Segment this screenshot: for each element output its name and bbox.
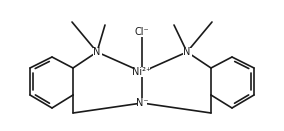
Text: N: N	[93, 47, 101, 57]
FancyBboxPatch shape	[183, 48, 191, 56]
FancyBboxPatch shape	[137, 98, 147, 108]
Text: Ni²⁺: Ni²⁺	[132, 67, 152, 77]
Text: N: N	[183, 47, 191, 57]
FancyBboxPatch shape	[135, 27, 149, 37]
Text: N⁻: N⁻	[136, 98, 148, 108]
FancyBboxPatch shape	[134, 67, 150, 77]
Text: Cl⁻: Cl⁻	[135, 27, 149, 37]
FancyBboxPatch shape	[93, 48, 101, 56]
